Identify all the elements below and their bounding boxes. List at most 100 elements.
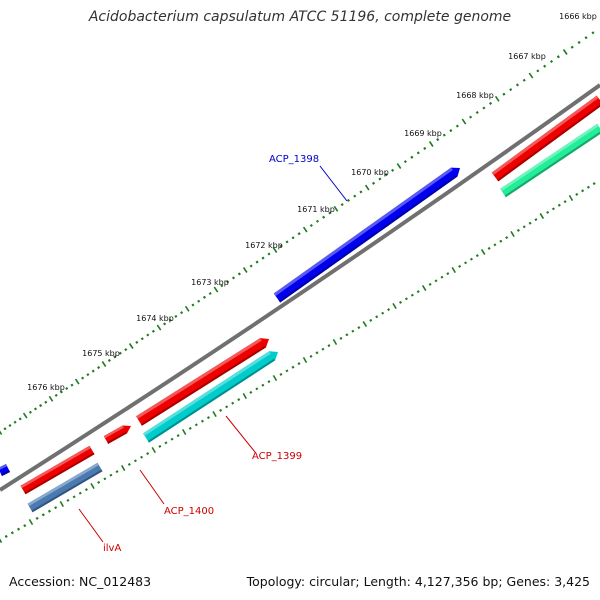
tick-mark (115, 470, 119, 474)
tick-mark (72, 495, 76, 499)
tick-mark (446, 272, 450, 276)
tick-mark (551, 207, 555, 211)
tick-mark (255, 260, 259, 264)
tick-mark (387, 308, 391, 312)
tick-mark (225, 405, 229, 409)
tick-mark (575, 192, 579, 196)
tick-mark (297, 232, 301, 236)
tick-mark (261, 256, 265, 260)
gene-acp1400 (103, 425, 131, 444)
tick-mark (65, 386, 69, 391)
callout-leader-line (319, 165, 348, 202)
scale-label: 1670 kbp (351, 168, 389, 177)
tick-mark (563, 200, 567, 204)
tick-mark (423, 146, 427, 150)
tick-mark (309, 354, 313, 358)
tick-mark (480, 248, 486, 256)
tick-mark (333, 205, 339, 212)
tick-mark (242, 267, 248, 273)
tick-mark (59, 501, 64, 507)
tick-mark (121, 465, 126, 471)
tick-mark (163, 322, 167, 326)
tick-mark (200, 419, 204, 423)
tick-mark (101, 361, 107, 367)
tick-mark (392, 302, 397, 310)
gene-green-top-right (500, 123, 600, 198)
tick-mark (107, 358, 111, 362)
scale-label: 1666 kbp (559, 12, 597, 21)
tick-mark (237, 272, 241, 276)
tick-mark (66, 498, 70, 502)
tick-mark (128, 343, 134, 349)
tick-mark (4, 534, 8, 538)
tick-mark (291, 236, 295, 240)
tick-mark (191, 303, 195, 307)
tick-mark (8, 423, 12, 428)
gene-ilva-steel (27, 462, 103, 513)
tick-mark (70, 383, 74, 387)
tick-mark (212, 410, 217, 418)
tick-mark (140, 455, 144, 459)
tick-mark (267, 380, 271, 384)
tick-mark (499, 239, 503, 243)
tick-mark (97, 480, 101, 484)
tick-mark (151, 329, 155, 333)
tick-mark (398, 300, 403, 304)
tick-mark (309, 223, 313, 228)
tick-mark (327, 344, 331, 348)
tick-mark (416, 151, 420, 155)
tick-mark (81, 376, 85, 380)
tick-mark (146, 452, 150, 456)
tick-mark (249, 264, 253, 268)
genome-summary-text: Topology: circular; Length: 4,127,356 bp… (246, 574, 590, 589)
tick-mark (188, 426, 192, 430)
tick-mark (364, 184, 370, 191)
tick-mark (97, 366, 101, 370)
tick-mark (487, 246, 491, 250)
tick-mark (315, 351, 319, 355)
scale-label: 1667 kbp (508, 52, 546, 61)
tick-mark (28, 518, 34, 526)
tick-mark (48, 395, 54, 402)
tick-mark (369, 318, 373, 322)
tick-mark (54, 506, 58, 510)
tick-mark (528, 72, 534, 79)
callout-leader-line (78, 508, 104, 543)
scale-label: 1671 kbp (297, 205, 335, 214)
scale-label: 1674 kbp (136, 314, 174, 323)
tick-mark (340, 203, 344, 207)
tick-mark (219, 408, 223, 412)
tick-mark (489, 101, 493, 105)
accession-text: Accession: NC_012483 (9, 574, 152, 589)
tick-mark (557, 203, 561, 207)
tick-mark (469, 257, 473, 261)
tick-mark (13, 420, 17, 424)
tick-mark (449, 129, 453, 133)
tick-mark (458, 264, 462, 268)
tick-mark (86, 373, 90, 377)
tick-mark (231, 276, 236, 280)
tick-mark (272, 247, 278, 253)
tick-mark (391, 168, 395, 172)
tick-mark (570, 45, 574, 49)
tick-mark (231, 401, 235, 405)
tick-mark (416, 290, 420, 294)
tick-mark (176, 434, 180, 438)
tick-mark (47, 509, 51, 513)
tick-mark (174, 314, 178, 318)
tick-mark (493, 243, 497, 247)
tick-mark (546, 210, 550, 214)
tick-mark (549, 59, 554, 64)
tick-mark (464, 261, 468, 265)
callout-leader-line (225, 415, 256, 453)
gene-ilva-red (20, 445, 95, 495)
tick-mark (351, 329, 355, 333)
tick-mark (297, 362, 301, 366)
tick-mark (194, 423, 198, 427)
tick-mark (242, 393, 247, 399)
tick-mark (428, 141, 434, 147)
tick-mark (434, 279, 438, 283)
tick-mark (84, 488, 88, 492)
callout-leader-line (139, 469, 165, 505)
